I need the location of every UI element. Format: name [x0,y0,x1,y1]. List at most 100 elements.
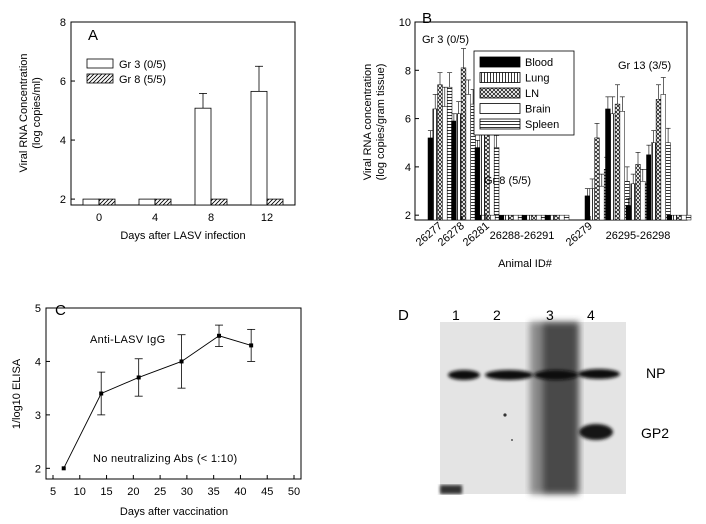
panel-b-y-axis-label-units: (log copies/gram tissue) [375,64,387,181]
panel-b-bar-26290-brain [536,214,542,221]
panel-a-bar-gr8-day-4 [154,198,172,206]
panel-a-x-tick-label: 4 [152,212,158,224]
panel-c-x-tick-label: 5 [50,486,56,498]
panel-a-plot-frame [70,21,296,206]
panel-c-x-tick-label: 15 [100,486,112,498]
panel-c-y-tick-label: 5 [35,303,41,315]
panel-a-bar-gr3-day-8 [194,107,212,206]
panel-a-y-axis-label-units: (log copies/ml) [31,77,43,149]
blot-lane-label-4: 4 [587,307,595,323]
blot-band-lane-2-np [485,370,533,380]
panel-b-bar-26295-lung [610,113,616,221]
panel-b-bar-26289-blood [498,214,505,221]
panel-b-x-axis-label: Animal ID# [498,258,553,270]
panel-b-label: B [422,10,432,27]
panel-b-bar-26295-blood [605,108,611,221]
panel-b-bar-26288-blood [475,214,482,221]
panel-b-bar-26288-brain [490,214,496,221]
panel-b-x-tick-label: 26279 [564,220,595,249]
panel-c-data-point [179,359,184,364]
panel-c-x-axis-label: Days after vaccination [120,506,228,518]
panel-b-bar-26290-lung [526,214,532,221]
panel-b-bar-26291-lung [549,214,555,221]
panel-c-annotation-neutralizing: No neutralizing Abs (< 1:10) [93,453,237,465]
blot-speck [511,439,513,441]
panel-b-bar-26279-ln [594,137,600,221]
panel-b-legend-label: Brain [525,104,551,116]
panel-b-bar-26277-blood [427,137,434,221]
blot-lane-label-3: 3 [546,307,554,323]
panel-c-x-tick-label: 30 [181,486,193,498]
panel-b-bar-26289-brain [513,214,519,221]
panel-c-x-tick-label: 20 [127,486,139,498]
panel-a-bar-gr3-day-0 [82,198,100,206]
panel-a-legend-label: Gr 3 (0/5) [119,59,166,71]
blot-band-lane-4-np [578,369,620,379]
panel-b-bar-26295-ln [614,103,621,221]
blot-lane-3-smear [530,322,579,494]
panel-b-y-tick-label: 2 [405,210,411,222]
panel-a-bar-gr8-day-0 [98,198,116,206]
panel-b-x-tick-label: 26295-26298 [606,230,671,242]
panel-b-y-axis-label: Viral RNA concentration [362,64,374,181]
panel-c-x-tick-label: 50 [288,486,300,498]
panel-a-y-tick-label: 8 [60,17,66,29]
panel-b-bar-26290-blood [521,214,528,221]
panel-c-x-tick-label: 35 [208,486,220,498]
panel-b-bar-26297-spleen [665,142,671,221]
panel-a-chart: A 2 4 6 8 0 4 8 12 Gr 3 (0/5) Gr 8 (5/5) Days a… [18,17,296,242]
panel-b-legend-label: Spleen [525,119,559,131]
blot-band-lane-4-gp2 [579,424,613,440]
panel-a-legend-swatch [86,73,114,84]
panel-c-y-tick-label: 3 [35,410,41,422]
panel-a-label: A [88,27,98,44]
panel-b-legend-swatch [479,72,521,83]
panel-c-data-point [99,391,104,396]
panel-b-bar-26278-ln [460,67,467,221]
panel-b-bar-26291-blood [544,214,551,221]
panel-b-y-tick-label: 8 [405,65,411,77]
panel-b-legend-label: Blood [525,57,553,69]
blot-speck [503,413,507,417]
panel-b-bar-26291-brain [559,214,565,221]
panel-b-bar-26295-brain [619,111,625,221]
blot-band-label-np: NP [646,365,665,381]
panel-b-bar-26298-ln [676,214,682,221]
panel-b-bar-26279-blood [584,195,591,221]
panel-b-legend-label: Lung [525,73,549,85]
panel-c-data-point [61,466,66,471]
panel-c-x-tick-label: 45 [261,486,273,498]
panel-b-bar-26289-ln [508,214,514,221]
panel-b-bar-26296-lung [630,183,636,221]
panel-b-bar-26298-brain [681,214,687,221]
panel-d-western-blot: D 1 2 3 4 NP GP2 [398,307,669,494]
panel-b-bar-26291-ln [554,214,560,221]
panel-a-y-tick-label: 2 [60,194,66,206]
panel-b-bar-26288-ln [485,214,491,221]
panel-c-x-tick-label: 25 [154,486,166,498]
panel-b-bar-26277-brain [442,106,448,221]
panel-c-annotation-igg: Anti-LASV IgG [90,334,165,346]
panel-b-y-tick-label: 4 [405,162,411,174]
panel-b-bar-26289-lung [503,214,509,221]
blot-lane-1-edge [440,485,462,494]
panel-b-bar-26278-lung [456,113,462,221]
panel-c-data-point [249,343,254,348]
panel-b-bar-26296-ln [635,164,641,221]
panel-a-x-tick-label: 8 [208,212,214,224]
panel-b-bar-26281-blood [474,147,481,221]
panel-b-bar-26297-blood [646,154,652,221]
panel-b-x-tick-label: 26281 [461,220,492,249]
blot-lane-label-2: 2 [493,307,501,323]
panel-c-y-tick-label: 2 [35,463,41,475]
panel-b-bar-26298-blood [666,214,673,221]
blot-band-label-gp2: GP2 [641,425,669,441]
panel-c-plot-frame [45,307,302,480]
panel-b-bar-26279-lung [589,188,595,221]
panel-a-y-tick-label: 4 [60,135,66,147]
blot-band-lane-3-np [534,370,578,380]
panel-b-bar-26278-blood [451,120,457,221]
panel-b-bar-26297-brain [660,94,666,221]
panel-b-bar-26278-brain [465,94,471,221]
